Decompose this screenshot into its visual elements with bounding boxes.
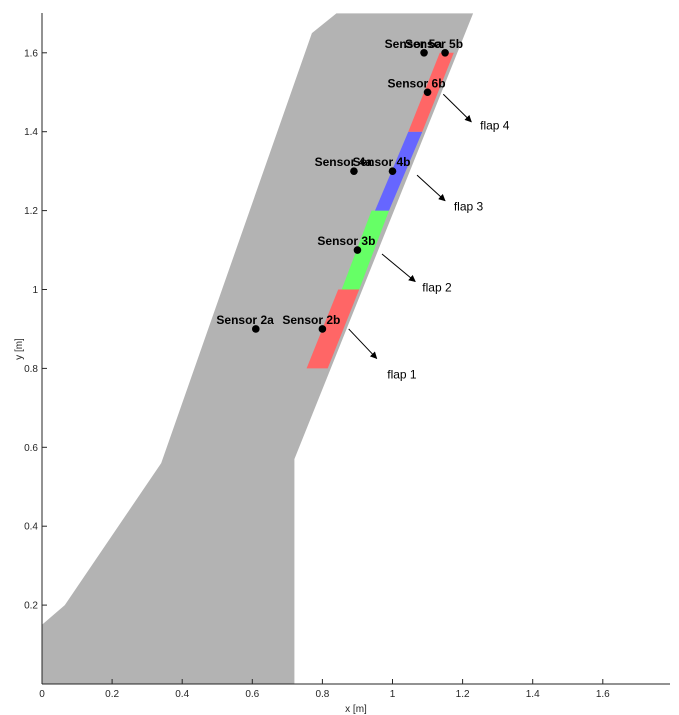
flap-2-region	[341, 210, 389, 290]
x-tick-label: 1.2	[456, 689, 470, 700]
flap-1-region	[306, 289, 360, 369]
flap-3-region	[375, 131, 423, 211]
x-tick-label: 0.4	[175, 689, 189, 700]
wing-planform	[42, 13, 474, 684]
sensor-marker	[318, 325, 327, 333]
y-tick-label: 1	[32, 285, 38, 296]
sensor-label: Sensor 5b	[405, 37, 463, 51]
sensor-marker	[252, 325, 260, 333]
y-tick-label: 0.6	[24, 443, 38, 454]
sensor-marker	[441, 49, 449, 57]
x-tick-label: 0.8	[315, 689, 329, 700]
y-tick-label: 1.4	[24, 127, 38, 138]
y-tick-label: 0.8	[24, 364, 38, 375]
y-axis-label: y [m]	[14, 338, 25, 360]
sensor-label: Sensor 2a	[216, 313, 274, 327]
flap-3-arrow	[416, 174, 446, 202]
x-ticks: 0 0.2 0.4 0.6 0.8 1 1.2 1.4 1.6	[39, 679, 610, 700]
x-tick-label: 1.4	[526, 689, 540, 700]
flap-1-label: flap 1	[387, 367, 417, 381]
flap-1-arrow	[348, 328, 378, 360]
y-ticks: 0.2 0.4 0.6 0.8 1 1.2 1.4 1.6	[24, 48, 47, 612]
sensor-label: Sensor 5a	[385, 37, 443, 51]
y-tick-label: 0.4	[24, 522, 38, 533]
sensor-label: Sensor 4a	[315, 155, 373, 169]
sensor-marker	[350, 167, 358, 175]
sensor-label: Sensor 2b	[282, 313, 340, 327]
sensor-marker	[353, 246, 362, 254]
x-tick-label: 0	[39, 689, 45, 700]
sensor-marker	[388, 167, 397, 175]
sensor-marker	[420, 49, 428, 57]
x-tick-label: 1	[390, 689, 396, 700]
sensor-label: Sensor 3b	[317, 234, 375, 248]
x-tick-label: 0.2	[105, 689, 119, 700]
flap-4-arrow	[442, 93, 472, 123]
y-tick-label: 1.2	[24, 206, 38, 217]
y-tick-label: 0.2	[24, 601, 38, 612]
x-tick-label: 1.6	[596, 689, 610, 700]
flap-4-label: flap 4	[480, 119, 510, 133]
x-axis-label: x [m]	[345, 704, 367, 715]
flap-3-label: flap 3	[454, 200, 484, 214]
y-tick-label: 1.6	[24, 48, 38, 59]
flap-2-label: flap 2	[422, 280, 452, 294]
plot-area: flap 1 flap 2 flap 3 flap 4 Sensor 2a Sensor …	[42, 13, 510, 684]
sensor-label: Sensor 4b	[352, 155, 410, 169]
sensor-label: Sensor 6b	[388, 76, 446, 90]
x-tick-label: 0.6	[245, 689, 259, 700]
sensor-marker	[423, 88, 432, 97]
flap-2-arrow	[381, 253, 416, 283]
